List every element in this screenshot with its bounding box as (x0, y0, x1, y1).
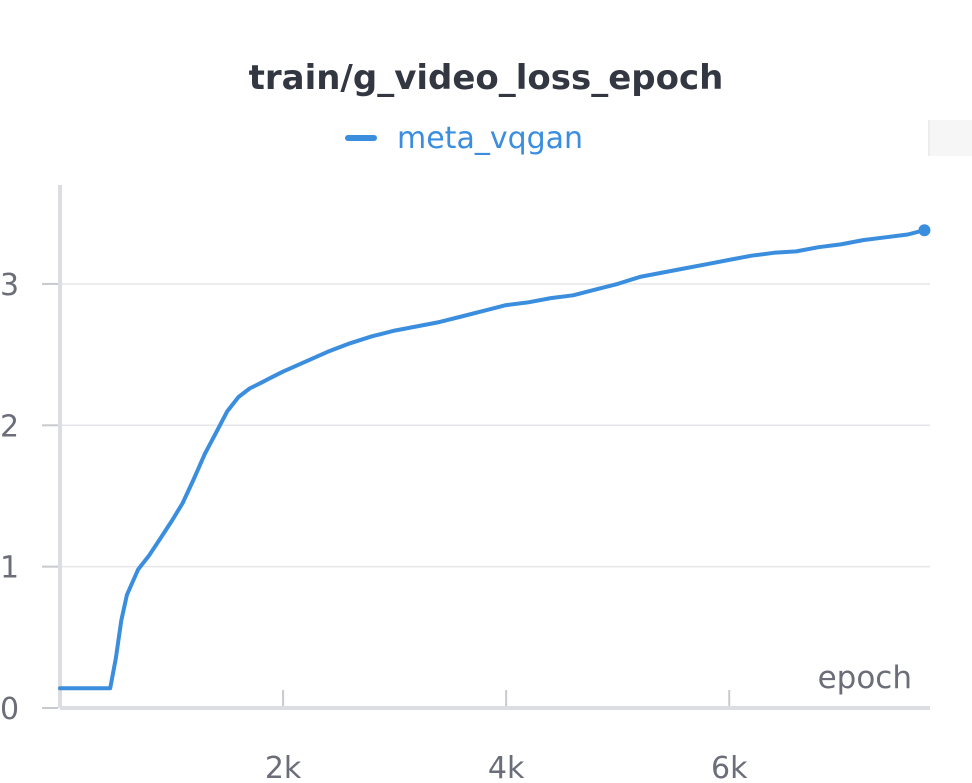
x-tick-label: 4k (488, 751, 525, 783)
x-axis-label: epoch (817, 660, 912, 696)
chart-title: train/g_video_loss_epoch (248, 58, 724, 98)
legend[interactable]: meta_vqgan (345, 118, 583, 158)
series-end-marker (918, 224, 931, 237)
series-layer (58, 224, 931, 691)
legend-swatch-meta-vqgan (345, 135, 377, 141)
y-tick-label: 0 (0, 692, 19, 727)
x-tick-label: 6k (711, 751, 748, 783)
grid-lines (60, 283, 930, 568)
y-tick-label: 2 (0, 409, 19, 444)
axes (42, 185, 930, 710)
y-tick-label: 1 (0, 551, 19, 586)
series-line-meta_vqgan[interactable] (58, 228, 927, 691)
y-tick-label: 3 (0, 268, 19, 303)
legend-label-meta-vqgan: meta_vqgan (397, 120, 584, 156)
x-tick-label: 2k (265, 751, 302, 783)
panel-corner-control[interactable] (928, 120, 972, 156)
tick-labels: 0 1 2 3 2k 4k 6k (0, 268, 748, 783)
